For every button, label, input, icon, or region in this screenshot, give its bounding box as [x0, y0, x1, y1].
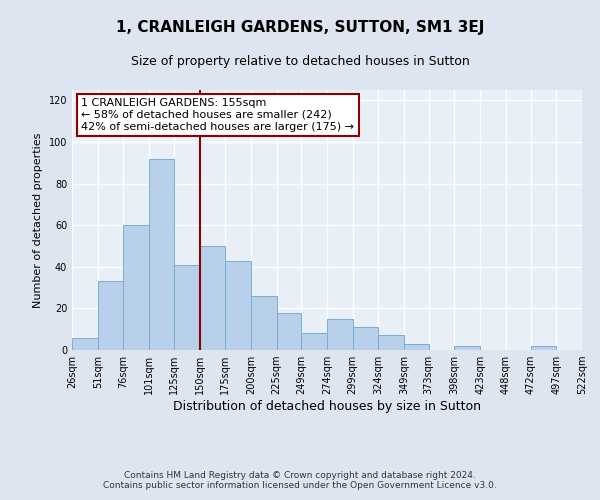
Bar: [404, 344, 429, 350]
Bar: [251, 296, 277, 350]
Text: Size of property relative to detached houses in Sutton: Size of property relative to detached ho…: [131, 55, 469, 68]
Text: 1 CRANLEIGH GARDENS: 155sqm
← 58% of detached houses are smaller (242)
42% of se: 1 CRANLEIGH GARDENS: 155sqm ← 58% of det…: [81, 98, 354, 132]
Text: Contains HM Land Registry data © Crown copyright and database right 2024.
Contai: Contains HM Land Registry data © Crown c…: [103, 470, 497, 490]
Bar: [379, 336, 404, 350]
Bar: [327, 319, 353, 350]
Bar: [98, 282, 124, 350]
Bar: [72, 338, 98, 350]
Bar: [149, 158, 174, 350]
Y-axis label: Number of detached properties: Number of detached properties: [33, 132, 43, 308]
Bar: [530, 346, 556, 350]
Bar: [353, 327, 379, 350]
Bar: [455, 346, 480, 350]
Bar: [174, 264, 199, 350]
X-axis label: Distribution of detached houses by size in Sutton: Distribution of detached houses by size …: [173, 400, 481, 413]
Bar: [277, 312, 301, 350]
Bar: [301, 334, 327, 350]
Text: 1, CRANLEIGH GARDENS, SUTTON, SM1 3EJ: 1, CRANLEIGH GARDENS, SUTTON, SM1 3EJ: [116, 20, 484, 35]
Bar: [199, 246, 225, 350]
Bar: [225, 260, 251, 350]
Bar: [124, 225, 149, 350]
